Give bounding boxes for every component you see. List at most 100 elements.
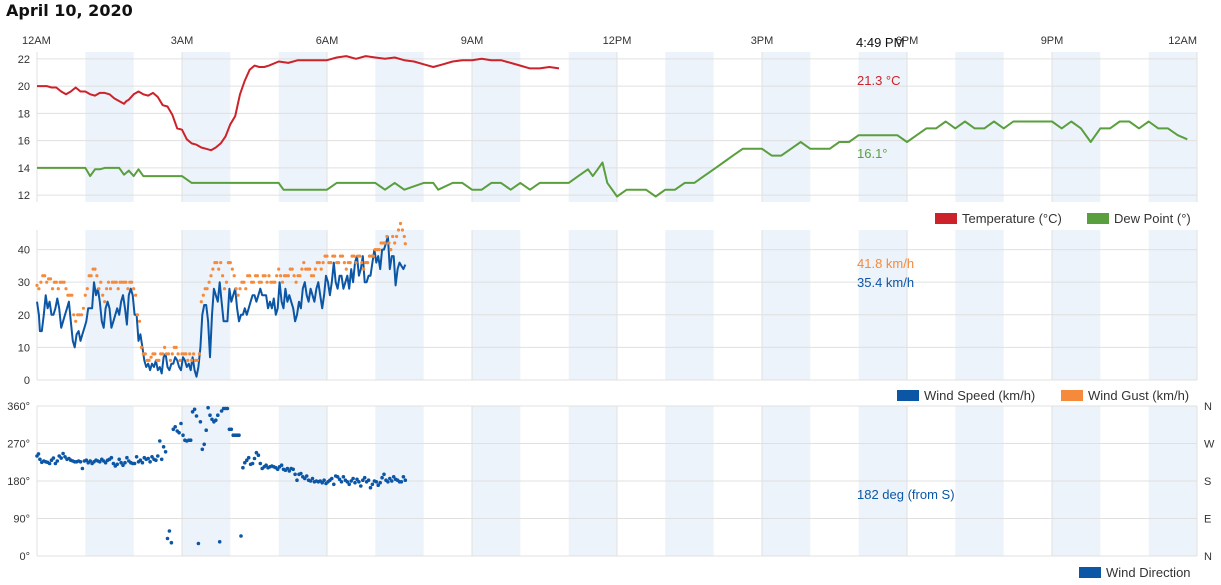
legend-temperature[interactable]: Temperature (°C): [935, 211, 1062, 226]
data-point-wind_gust: [389, 248, 393, 252]
y-tick-label: 16: [18, 136, 30, 148]
data-point-wind_direction: [359, 484, 363, 488]
data-point-wind_gust: [89, 274, 93, 278]
dew-point-swatch: [1087, 213, 1109, 224]
time-tick-label: 3PM: [751, 35, 774, 47]
data-point-wind_gust: [72, 313, 76, 317]
data-point-wind_direction: [98, 460, 102, 464]
data-point-wind_direction: [156, 454, 160, 458]
hour-band: [375, 52, 424, 202]
hour-band: [955, 230, 1004, 380]
data-point-wind_direction: [378, 480, 383, 485]
hour-band: [375, 230, 424, 380]
data-point-wind_gust: [83, 293, 87, 297]
data-point-wind_direction: [210, 417, 214, 422]
data-point-wind_direction: [279, 463, 284, 468]
time-tick-label: 12PM: [603, 35, 632, 47]
data-point-wind_gust: [130, 280, 134, 284]
data-point-wind_direction: [115, 462, 119, 467]
data-point-wind_direction: [357, 480, 361, 484]
data-point-wind_direction: [198, 420, 203, 424]
data-point-wind_direction: [216, 413, 220, 418]
data-point-wind_direction: [382, 472, 386, 477]
data-point-wind_direction: [403, 478, 408, 483]
data-point-wind_gust: [64, 287, 68, 291]
y-tick-label: 270°: [7, 439, 30, 451]
data-point-wind_gust: [39, 280, 43, 284]
data-point-wind_direction: [362, 475, 367, 480]
y-tick-label: 20: [18, 81, 30, 93]
data-point-wind_direction: [376, 483, 381, 488]
wind-gust-swatch: [1061, 390, 1083, 401]
data-point-wind_gust: [54, 280, 58, 284]
data-point-wind_direction: [169, 540, 174, 545]
data-point-wind_gust: [234, 287, 238, 291]
data-point-wind_gust: [132, 287, 136, 291]
data-point-wind_direction: [308, 479, 313, 483]
data-point-wind_direction: [351, 476, 355, 481]
data-point-wind_gust: [371, 254, 375, 258]
data-point-wind_direction: [196, 541, 201, 546]
data-point-wind_direction: [121, 463, 125, 468]
data-point-wind_direction: [134, 455, 139, 459]
series-line-wind_speed: [36, 235, 407, 378]
data-point-wind_gust: [35, 283, 39, 287]
data-point-wind_gust: [398, 221, 403, 226]
data-point-wind_direction: [258, 461, 263, 466]
data-point-wind_gust: [302, 261, 306, 265]
data-point-wind_direction: [291, 467, 296, 472]
y-tick-label: 14: [18, 163, 30, 175]
current-dew-point-label: 16.1°: [857, 146, 888, 161]
data-point-wind_gust: [215, 261, 219, 265]
data-point-wind_gust: [108, 287, 113, 291]
data-point-wind_gust: [393, 241, 397, 245]
data-point-wind_gust: [207, 280, 211, 284]
time-tick-label: 6AM: [316, 35, 339, 47]
data-point-wind_direction: [154, 458, 158, 463]
legend-wind-speed[interactable]: Wind Speed (km/h): [897, 388, 1035, 403]
data-point-wind_gust: [311, 274, 316, 278]
data-point-wind_gust: [377, 248, 381, 252]
data-point-wind_gust: [170, 352, 174, 356]
data-point-wind_direction: [217, 540, 222, 544]
data-point-wind_direction: [390, 479, 394, 483]
data-point-wind_direction: [47, 461, 52, 466]
time-tick-label: 6PM: [896, 35, 919, 47]
legend-dew-point[interactable]: Dew Point (°): [1087, 211, 1191, 226]
data-point-wind_gust: [174, 345, 178, 349]
legend-wind-gust-label: Wind Gust (km/h): [1088, 388, 1190, 403]
hour-band: [472, 230, 521, 380]
hour-band: [858, 230, 907, 380]
data-point-wind_gust: [383, 241, 387, 245]
data-point-wind_direction: [146, 456, 150, 461]
data-point-wind_gust: [161, 352, 165, 356]
data-point-wind_direction: [119, 460, 123, 465]
data-point-wind_direction: [388, 476, 392, 481]
data-point-wind_gust: [391, 234, 395, 239]
data-point-wind_gust: [294, 280, 298, 284]
legend-wind-direction[interactable]: Wind Direction: [1079, 565, 1191, 580]
data-point-wind_gust: [242, 280, 246, 284]
data-point-wind_direction: [252, 456, 257, 461]
legend-temperature-label: Temperature (°C): [962, 211, 1062, 226]
data-point-wind_gust: [313, 267, 317, 271]
data-point-wind_direction: [192, 407, 197, 412]
data-point-wind_direction: [229, 427, 234, 432]
hour-band: [1052, 230, 1101, 380]
data-point-wind_gust: [358, 254, 362, 258]
data-point-wind_direction: [140, 460, 145, 465]
data-point-wind_gust: [300, 267, 304, 271]
data-point-wind_direction: [63, 455, 67, 459]
data-point-wind_gust: [149, 355, 153, 359]
data-point-wind_direction: [391, 475, 396, 479]
data-point-wind_gust: [95, 274, 99, 278]
data-point-wind_gust: [192, 352, 196, 356]
legend-wind-speed-label: Wind Speed (km/h): [924, 388, 1036, 403]
data-point-wind_gust: [106, 280, 111, 284]
data-point-wind_gust: [178, 358, 182, 362]
legend-wind-gust[interactable]: Wind Gust (km/h): [1061, 388, 1189, 403]
hour-band: [278, 230, 327, 380]
data-point-wind_gust: [74, 319, 78, 323]
wind-speed-swatch: [897, 390, 919, 401]
data-point-wind_direction: [165, 536, 170, 541]
